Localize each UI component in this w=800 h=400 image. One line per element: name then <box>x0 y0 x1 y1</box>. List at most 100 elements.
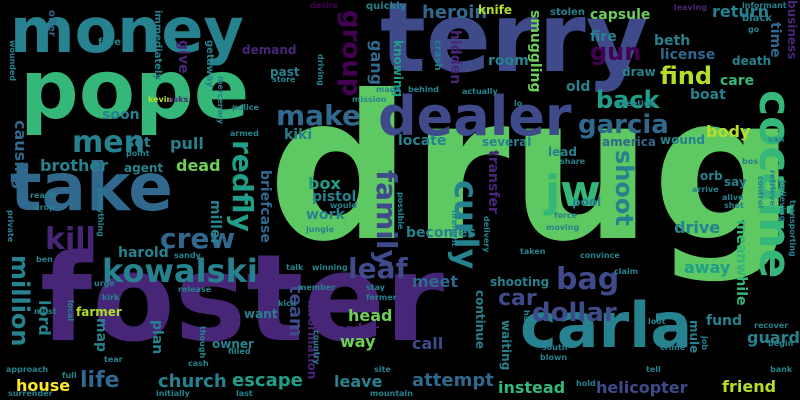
word-south: south <box>542 343 568 352</box>
word-smuggling: smuggling <box>527 10 543 93</box>
word-meanwhile: meanwhile <box>733 220 749 306</box>
word-force: force <box>554 211 578 220</box>
word-go: go <box>748 25 760 34</box>
word-retrieve: retrieve <box>768 170 777 206</box>
word-loot: loot <box>648 317 666 326</box>
word-fund: fund <box>706 313 743 329</box>
word-mercenary: mercenary <box>216 76 225 125</box>
word-business: business <box>785 0 799 60</box>
word-hold: hold <box>576 379 596 388</box>
word-kick: kick <box>278 299 297 308</box>
word-terry: terry <box>380 0 649 94</box>
word-away: away <box>684 258 731 277</box>
word-want: want <box>244 307 278 321</box>
word-arrive: arrive <box>692 185 719 194</box>
word-lo: lo <box>514 99 523 108</box>
word-briefcase: briefcase <box>257 170 273 243</box>
word-shooting: shooting <box>490 275 550 289</box>
word-firefight: firefight <box>450 210 459 247</box>
word-offer: offer <box>46 10 57 37</box>
word-several: several <box>482 135 532 149</box>
word-car: car <box>498 286 537 311</box>
word-set: set <box>126 135 151 151</box>
word-recover: recover <box>754 321 789 330</box>
word-team: team <box>285 285 306 337</box>
word-america: america <box>602 135 656 149</box>
word-control: control <box>756 176 765 208</box>
word-bos: bos <box>742 157 758 166</box>
word-continue: continue <box>473 290 487 349</box>
word-dead: dead <box>176 156 221 175</box>
word-black: black <box>742 13 772 24</box>
word-old: old <box>566 79 591 95</box>
word-instead: instead <box>498 378 566 397</box>
word-pool: pool <box>572 195 602 209</box>
word-immediately: immediately <box>152 10 163 80</box>
word-tell: tell <box>646 365 661 374</box>
word-claim: claim <box>614 267 638 276</box>
word-release: release <box>178 285 212 294</box>
word-van: van <box>768 135 785 144</box>
word-knowing: knowing <box>391 40 405 98</box>
word-plan: plan <box>149 320 165 355</box>
word-police: police <box>232 103 259 112</box>
word-stolen: stolen <box>550 7 585 18</box>
word-kirk: kirk <box>102 293 120 302</box>
word-call: call <box>412 334 444 353</box>
word-crime: crime <box>660 343 686 352</box>
word-life: life <box>80 368 120 393</box>
word-former: former <box>366 293 397 302</box>
word-care: care <box>720 73 755 89</box>
word-gun: gun <box>590 38 642 66</box>
word-escape: escape <box>232 370 303 391</box>
word-reach: reach <box>30 191 56 200</box>
word-give: give <box>175 40 191 74</box>
word-capsule: capsule <box>590 7 651 23</box>
word-private: private <box>6 210 15 243</box>
word-hand: hand <box>522 310 531 333</box>
word-becomes: becomes <box>406 225 476 241</box>
word-though: though <box>198 326 207 359</box>
word-believing: believing <box>778 180 787 222</box>
word-drug: drug <box>268 53 796 286</box>
word-ben: ben <box>36 255 53 264</box>
word-beth: beth <box>654 33 691 49</box>
word-behind: behind <box>408 85 440 94</box>
word-back: back <box>596 86 660 114</box>
word-way: way <box>340 332 376 351</box>
word-box: box <box>308 174 341 193</box>
word-quickly: quickly <box>366 1 407 12</box>
word-million: million <box>6 255 34 347</box>
word-dealer: dealer <box>378 85 572 148</box>
word-attempt: attempt <box>412 370 494 391</box>
word-drop: drop <box>34 203 55 212</box>
word-wound: wound <box>660 133 706 147</box>
word-lord: lord <box>35 300 54 336</box>
word-begin: begin <box>768 339 794 348</box>
word-cocaine: cocaine <box>749 90 800 279</box>
word-agent: agent <box>124 161 164 175</box>
word-redfly: redfly <box>226 140 259 232</box>
word-carla: carla <box>520 289 693 362</box>
word-bank: bank <box>770 365 793 374</box>
word-crew: crew <box>160 222 236 255</box>
word-shoot: shoot <box>610 150 638 226</box>
word-friend: friend <box>722 377 777 396</box>
word-asks: asks <box>168 95 189 104</box>
word-taken: taken <box>520 247 546 256</box>
word-heroin: heroin <box>422 2 488 23</box>
word-shot: shot <box>724 201 744 210</box>
word-soon: soon <box>102 107 140 123</box>
word-hidden: hidden <box>447 30 463 85</box>
word-foster: foster <box>40 230 445 369</box>
word-leaving: leaving <box>674 3 707 12</box>
word-delivery: delivery <box>482 216 491 253</box>
word-last: last <box>236 389 253 398</box>
word-made: made <box>376 85 401 94</box>
word-mission: mission <box>352 95 387 104</box>
word-driving: driving <box>316 54 325 86</box>
word-blown: blown <box>540 353 568 362</box>
word-transporting: transporting <box>788 200 797 257</box>
word-brother: brother <box>40 156 109 175</box>
word-member: member <box>298 283 336 292</box>
